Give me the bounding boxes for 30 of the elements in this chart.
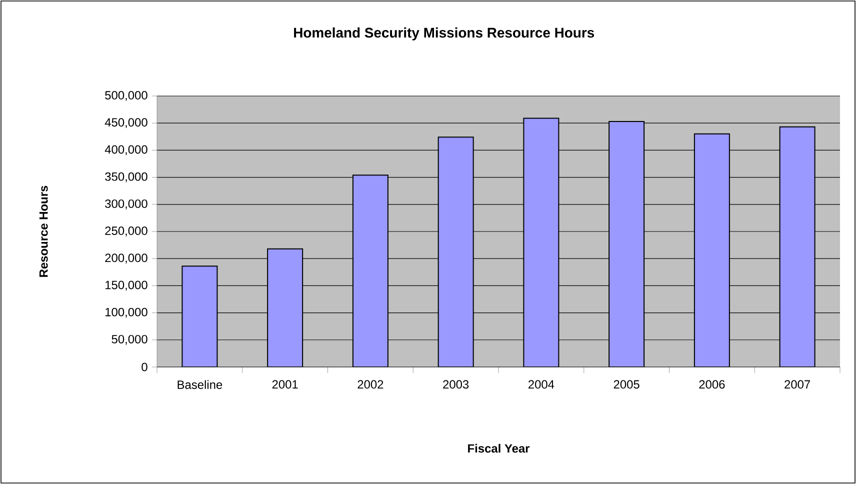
x-tick-label: 2006 (699, 380, 725, 389)
y-axis-title: Resource Hours (39, 186, 48, 277)
bar (608, 120, 645, 367)
y-tick-label: 50,000 (112, 334, 148, 345)
bar (352, 174, 388, 367)
x-tick-label: 2005 (614, 380, 640, 389)
x-tick-label: 2007 (784, 380, 810, 389)
x-tick-label: Baseline (178, 380, 222, 389)
y-tick-label: 450,000 (104, 118, 148, 128)
bar (523, 118, 560, 367)
y-tick-label: 400,000 (104, 145, 148, 156)
y-tick-label: 100,000 (106, 308, 148, 318)
y-tick-label: 200,000 (105, 254, 148, 264)
bar (267, 248, 304, 367)
y-tick-label: 0 (142, 362, 148, 372)
x-tick-label: 2002 (358, 380, 384, 389)
chart-title: Homeland Security Missions Resource Hours (294, 27, 594, 40)
y-tick-label: 150,000 (106, 280, 148, 291)
bar (779, 126, 816, 367)
x-tick-label: 2001 (272, 380, 298, 389)
x-axis-title: Fiscal Year (468, 444, 530, 453)
y-tick-label: 500,000 (105, 91, 148, 101)
bar (438, 136, 474, 367)
x-tick-label: 2004 (528, 380, 554, 389)
y-tick-label: 300,000 (105, 199, 148, 210)
bar (694, 133, 730, 367)
y-tick-label: 250,000 (105, 226, 148, 236)
y-tick-label: 350,000 (105, 172, 148, 182)
x-tick-label: 2003 (443, 380, 469, 389)
bar (182, 266, 218, 367)
